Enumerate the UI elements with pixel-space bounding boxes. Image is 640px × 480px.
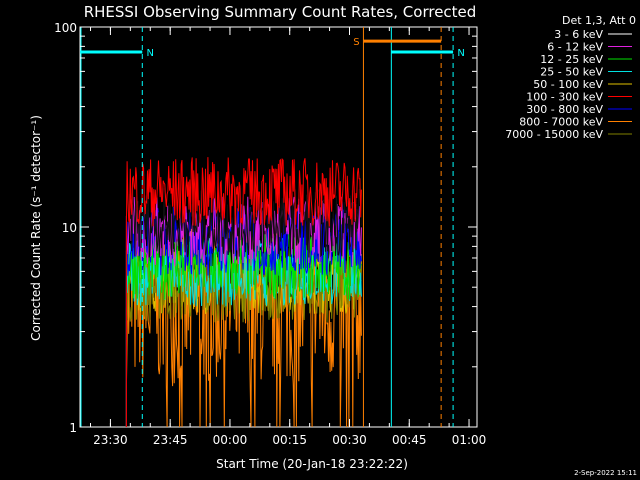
annotation-label: N	[457, 48, 464, 59]
y-tick-label: 1	[69, 421, 77, 435]
annotations: N N S	[80, 27, 465, 427]
series-line	[125, 157, 362, 427]
footer-date: 2-Sep-2022 15:11	[574, 469, 637, 477]
legend-entry: 100 - 300 keV	[526, 91, 603, 104]
x-tick-label: 00:30	[332, 433, 367, 447]
legend-entry: 12 - 25 keV	[540, 53, 603, 66]
series-line	[125, 187, 362, 427]
x-tick-label: 23:45	[153, 433, 188, 447]
y-tick-label: 100	[54, 21, 77, 35]
annotation-label: N	[147, 48, 154, 59]
legend-entry: 7000 - 15000 keV	[505, 128, 603, 141]
x-tick-label: 00:45	[392, 433, 427, 447]
legend-entry: 6 - 12 keV	[547, 41, 603, 54]
legend-entry: 3 - 6 keV	[554, 28, 603, 41]
legend-entry: 50 - 100 keV	[533, 78, 603, 91]
x-tick-label: 23:30	[93, 433, 128, 447]
legend-entry: 300 - 800 keV	[526, 103, 603, 116]
x-tick-label: 00:00	[213, 433, 248, 447]
x-axis-label: Start Time (20-Jan-18 23:22:22)	[216, 457, 408, 471]
series-traces	[125, 157, 362, 428]
legend-entry: 800 - 7000 keV	[519, 116, 603, 129]
legend-entry: 25 - 50 keV	[540, 66, 603, 79]
chart-title: RHESSI Observing Summary Count Rates, Co…	[84, 3, 477, 21]
x-tick-label: 01:00	[452, 433, 487, 447]
annotation-label: S	[353, 37, 359, 48]
y-tick-label: 10	[62, 221, 77, 235]
x-tick-label: 00:15	[272, 433, 307, 447]
legend-title: Det 1,3, Att 0	[562, 14, 636, 27]
axes-ticks: 23:30 23:45 00:00 00:15 00:30 00:45 01:00 1 10 10…	[54, 21, 486, 447]
y-axis-label: Corrected Count Rate (s⁻¹ detector⁻¹)	[29, 115, 43, 341]
